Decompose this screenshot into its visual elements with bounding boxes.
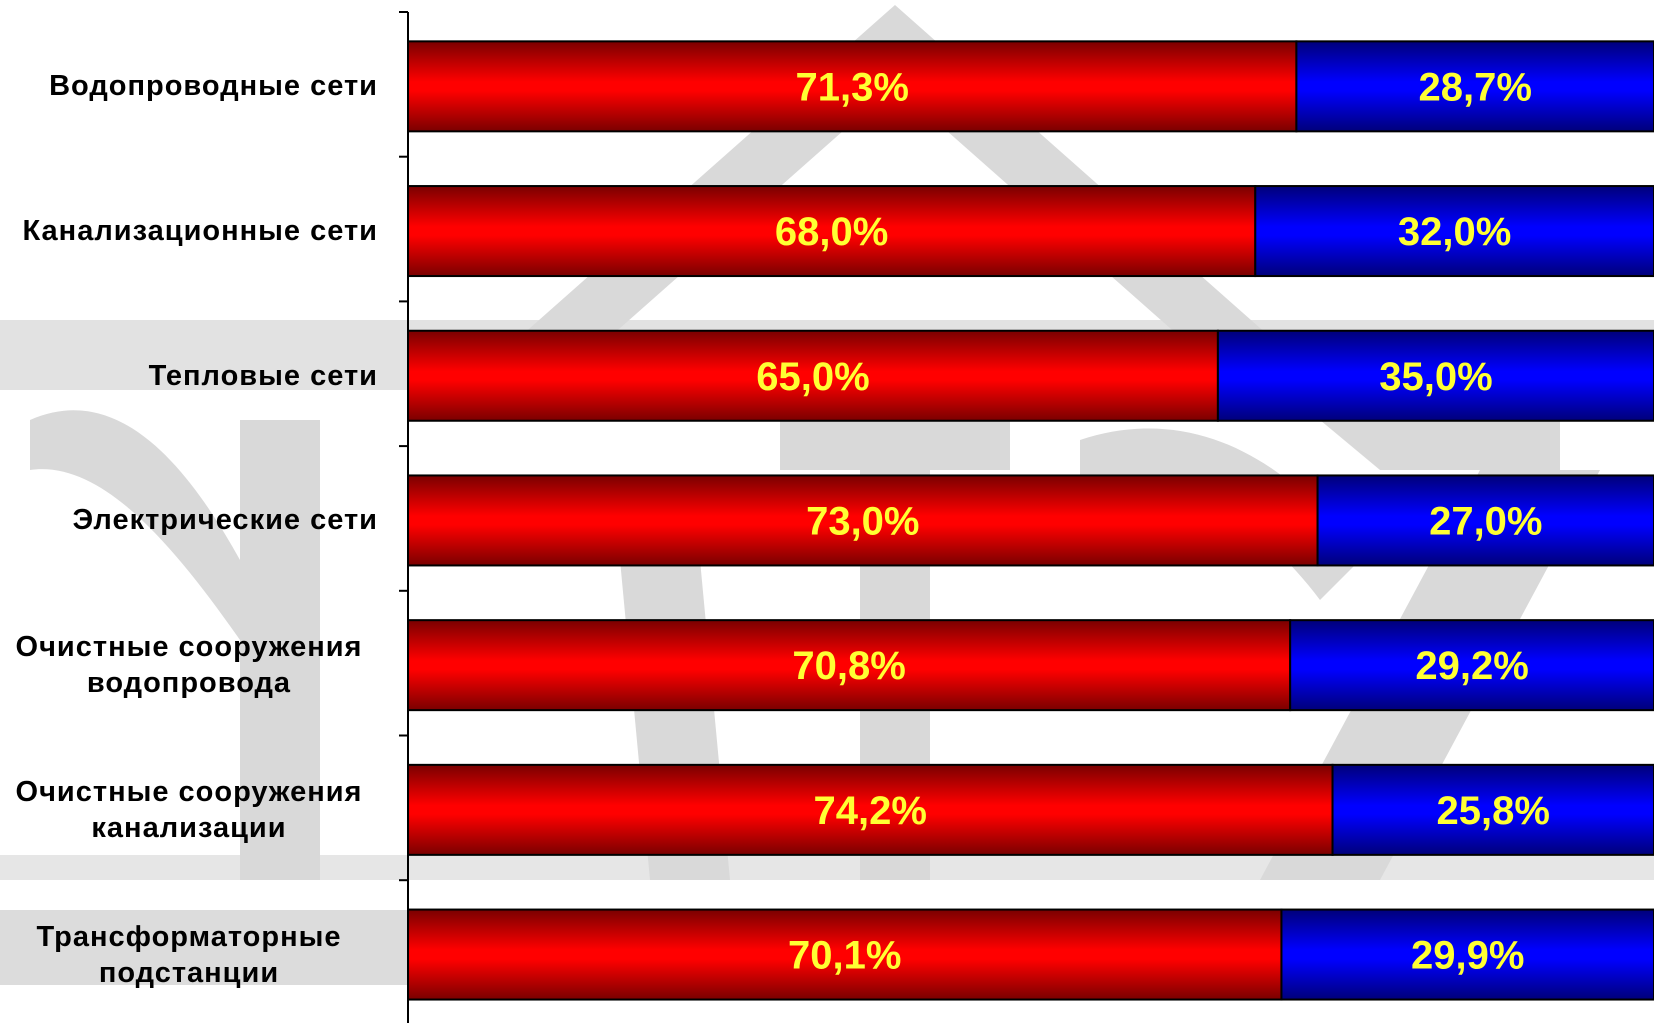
bar-segment [1254, 185, 1654, 278]
data-label: 28,7% [1418, 65, 1531, 109]
category-label-line: Трансформаторные [36, 920, 342, 953]
category-label-line: Канализационные сети [22, 215, 378, 248]
category-label-line: Электрические сети [72, 504, 378, 537]
category-label: Очистные сооружения водопровода [0, 629, 378, 701]
data-label: 70,8% [792, 644, 905, 688]
data-label: 27,0% [1429, 499, 1542, 543]
category-label: Тепловые сети [0, 358, 378, 394]
category-label-line: Тепловые сети [148, 359, 378, 392]
category-label: Канализационные сети [0, 213, 378, 249]
data-label: 74,2% [814, 789, 927, 833]
data-label: 71,3% [795, 65, 908, 109]
bar-segment [407, 329, 1219, 422]
data-label: 29,2% [1415, 644, 1528, 688]
bar-segment [407, 474, 1319, 567]
bar-segment [407, 40, 1298, 133]
bar-segment [1216, 329, 1654, 422]
data-label: 35,0% [1379, 355, 1492, 399]
category-label: Очистные сооружения канализации [0, 774, 378, 846]
data-label: 68,0% [775, 210, 888, 254]
category-label-line: водопровода [86, 667, 292, 700]
bar-segment [1295, 40, 1654, 133]
data-label: 70,1% [788, 934, 901, 978]
data-label: 29,9% [1411, 934, 1524, 978]
bar-segment [407, 619, 1292, 712]
data-label: 25,8% [1437, 789, 1550, 833]
category-label-line: канализации [91, 811, 287, 844]
bar-segment [407, 763, 1334, 856]
category-label-line: Очистные сооружения [15, 775, 363, 808]
data-label: 73,0% [806, 499, 919, 543]
category-label: Электрические сети [0, 502, 378, 538]
category-label: Водопроводные сети [0, 68, 378, 104]
bar-segment [407, 908, 1283, 1001]
category-label: Трансформаторные подстанции [0, 919, 378, 991]
data-label: 65,0% [756, 355, 869, 399]
category-label-line: подстанции [98, 956, 280, 989]
category-label-line: Очистные сооружения [15, 631, 363, 664]
category-label-line: Водопроводные сети [49, 70, 378, 103]
bar-segment [407, 185, 1257, 278]
bar-segment [1331, 763, 1654, 856]
bar-segment [1316, 474, 1654, 567]
data-label: 32,0% [1398, 210, 1511, 254]
bar-segment [1280, 908, 1654, 1001]
